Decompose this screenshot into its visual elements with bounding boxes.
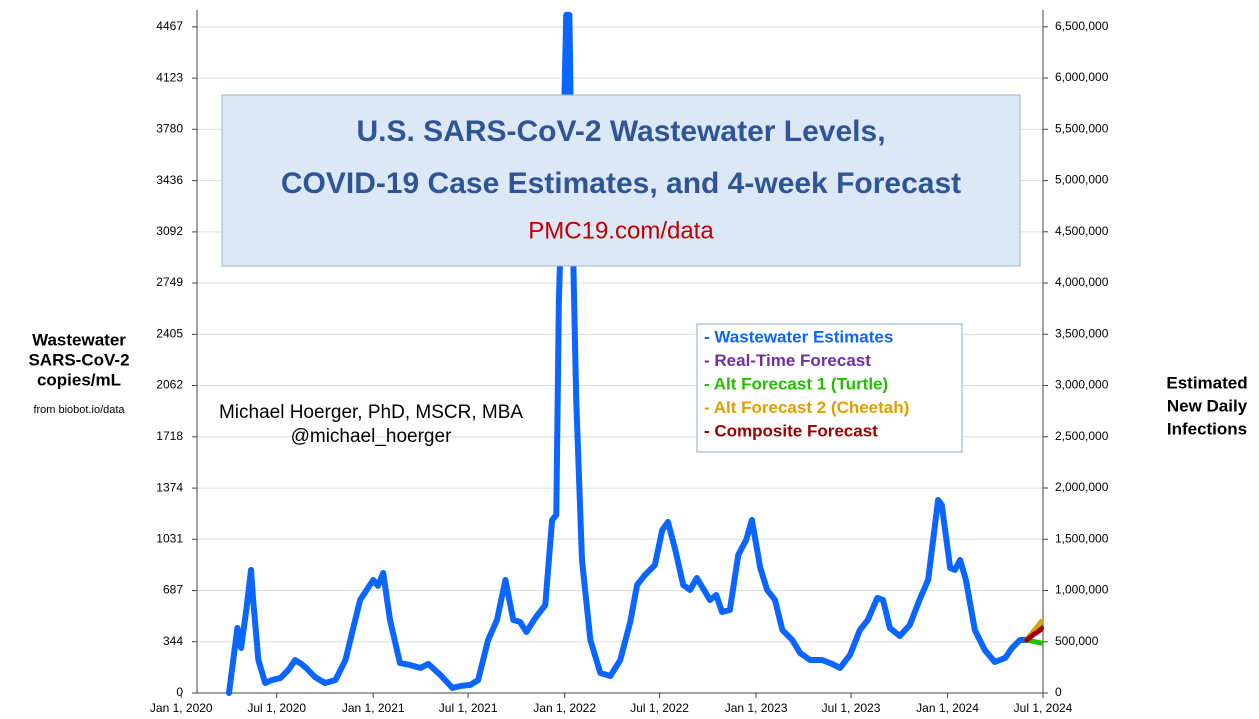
y-tick-label: 3092 — [156, 224, 183, 238]
y-tick-label: 1718 — [156, 429, 183, 443]
y-tick-label: 2749 — [156, 275, 183, 289]
annotation: Michael Hoerger, PhD, MSCR, MBA — [219, 402, 523, 423]
x-tick-label: Jul 1, 2023 — [822, 701, 881, 715]
y-tick-label: 3780 — [156, 121, 183, 135]
legend: - Wastewater Estimates - Real-Time Foreca… — [704, 327, 909, 440]
y2-tick-label: 3,000,000 — [1055, 378, 1109, 392]
y-tick-label: 344 — [163, 634, 183, 648]
y2-tick-label: 2,000,000 — [1055, 480, 1109, 494]
y2-axis-label: Infections — [1167, 419, 1247, 438]
y-tick-label: 1031 — [156, 531, 183, 545]
y2-tick-label: 4,000,000 — [1055, 275, 1109, 289]
title-box — [221, 94, 1021, 267]
x-tick-label: Jul 1, 2021 — [439, 701, 498, 715]
y-axis-label: copies/mL — [37, 370, 121, 389]
y2-axis-label: Estimated — [1166, 373, 1247, 392]
y-tick-label: 2062 — [156, 378, 183, 392]
x-tick-label: Jan 1, 2024 — [916, 701, 979, 715]
x-tick-label: Jul 1, 2024 — [1014, 701, 1073, 715]
x-tick-label: Jul 1, 2022 — [630, 701, 689, 715]
legend-entry: - Composite Forecast — [704, 421, 878, 440]
lines — [225, 11, 1044, 696]
y2-tick-label: 3,500,000 — [1055, 326, 1109, 340]
y2-tick-label: 500,000 — [1055, 634, 1099, 648]
legend-entry: - Alt Forecast 1 (Turtle) — [704, 374, 888, 393]
y-axis-label: SARS-CoV-2 — [28, 350, 129, 369]
y-axis-source: from biobot.io/data — [33, 404, 125, 416]
annotation: @michael_hoerger — [291, 426, 452, 447]
legend-entry: - Wastewater Estimates — [704, 327, 893, 346]
y2-axis-label: New Daily — [1167, 396, 1248, 415]
y2-tick-label: 4,500,000 — [1055, 224, 1109, 238]
y-tick-label: 2405 — [156, 327, 183, 341]
chart-title: U.S. SARS-CoV-2 Wastewater Levels, — [356, 115, 885, 148]
y-tick-label: 3436 — [156, 173, 183, 187]
y2-tick-label: 6,500,000 — [1055, 19, 1109, 33]
series-line — [1024, 626, 1044, 643]
y2-tick-label: 1,500,000 — [1055, 531, 1109, 545]
y-tick-label: 687 — [163, 583, 183, 597]
y2-tick-label: 0 — [1055, 685, 1062, 699]
y2-tick-label: 5,500,000 — [1055, 121, 1109, 135]
y-tick-label: 1374 — [156, 480, 183, 494]
y2-tick-label: 6,000,000 — [1055, 70, 1109, 84]
y-tick-label: 0 — [176, 685, 183, 699]
x-tick-label: Jan 1, 2021 — [342, 701, 405, 715]
x-tick-label: Jul 1, 2020 — [247, 701, 306, 715]
y-tick-label: 4467 — [156, 19, 183, 33]
grid: 0 344 687 1031 1374 1718 2062 2405 2749 3092 3436 3… — [150, 10, 1109, 715]
chart-title: COVID-19 Case Estimates, and 4-week Fore… — [281, 167, 961, 200]
y2-tick-label: 1,000,000 — [1055, 583, 1109, 597]
chart-subtitle: PMC19.com/data — [528, 217, 714, 244]
y2-tick-label: 2,500,000 — [1055, 429, 1109, 443]
y-axis-label: Wastewater — [32, 330, 126, 349]
legend-entry: - Alt Forecast 2 (Cheetah) — [704, 398, 909, 417]
legend-box — [696, 323, 963, 453]
x-tick-label: Jan 1, 2020 — [150, 701, 213, 715]
x-tick-label: Jan 1, 2022 — [533, 701, 596, 715]
series-line — [225, 11, 1030, 696]
legend-entry: - Real-Time Forecast — [704, 351, 871, 370]
x-tick-label: Jan 1, 2023 — [725, 701, 788, 715]
y2-tick-label: 5,000,000 — [1055, 173, 1109, 187]
y-tick-label: 4123 — [156, 70, 183, 84]
